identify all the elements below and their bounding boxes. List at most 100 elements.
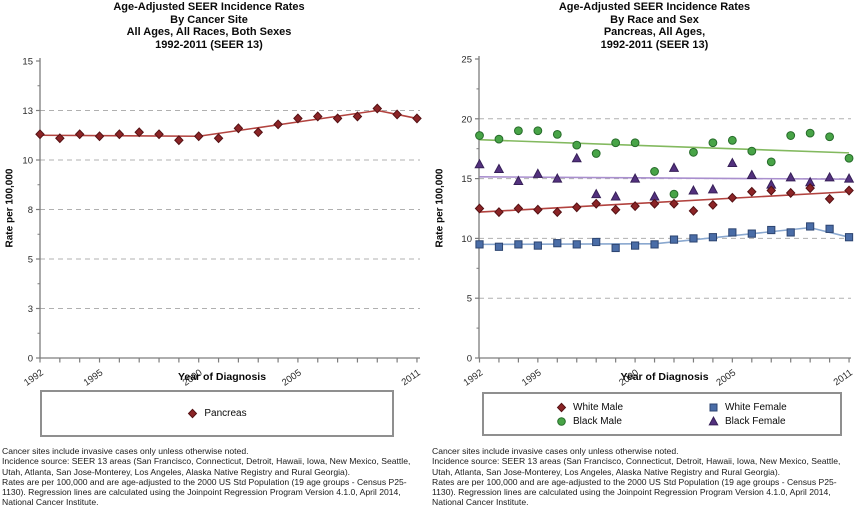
data-point-circle [514, 126, 523, 136]
y-tick-label: 25 [461, 55, 472, 66]
data-point-square [689, 234, 698, 243]
data-point-triangle [668, 162, 680, 172]
data-point-circle [572, 140, 582, 150]
data-point-diamond [556, 402, 567, 412]
data-point-diamond [392, 109, 402, 120]
data-point-diamond [785, 187, 796, 198]
chart-panel-race-sex: Age-Adjusted SEER Incidence Rates By Rac… [430, 0, 859, 511]
data-point-square [669, 235, 679, 244]
data-point-triangle [552, 173, 563, 183]
chart-title-line: By Cancer Site [170, 13, 248, 26]
circle-marker-icon [557, 416, 566, 426]
data-point-circle [650, 167, 659, 176]
data-point-diamond [649, 198, 660, 209]
data-point-diamond [273, 119, 283, 130]
data-point-triangle [843, 173, 855, 183]
data-point-circle [630, 138, 640, 148]
legend-item-black-female: Black Female [708, 416, 840, 427]
data-point-square [747, 229, 756, 238]
data-point-diamond [708, 199, 718, 210]
diamond-marker-icon [556, 402, 567, 412]
data-point-square [494, 242, 504, 251]
data-point-diamond [213, 133, 224, 144]
chart-title-line: Age-Adjusted SEER Incidence Rates [558, 1, 751, 13]
data-point-circle [805, 128, 815, 138]
data-point-triangle [629, 173, 641, 183]
data-point-diamond [474, 203, 485, 214]
data-point-diamond [727, 192, 738, 203]
data-point-triangle [493, 163, 505, 174]
data-point-square [553, 239, 562, 248]
square-marker-icon [709, 403, 718, 411]
legend-item-black-male: Black Male [556, 416, 708, 427]
x-axis-label: Year of Diagnosis [177, 371, 267, 383]
chart-title-line: 1992-2011 (SEER 13) [600, 38, 709, 51]
data-point-square [514, 240, 523, 249]
data-point-circle [669, 189, 679, 199]
data-point-diamond [55, 133, 65, 144]
chart-panel-cancer-site: Age-Adjusted SEER Incidence Rates By Can… [0, 1, 423, 508]
data-point-circle [494, 134, 504, 144]
data-point-diamond [824, 193, 835, 204]
data-point-square [611, 243, 620, 253]
data-point-triangle [746, 169, 757, 180]
data-point-triangle [571, 152, 582, 163]
data-point-diamond [513, 203, 524, 214]
legend-box: White Male White Female Black Male Black Fe… [482, 392, 842, 436]
triangle-marker-icon [708, 415, 719, 425]
legend-label: White Male [573, 401, 624, 413]
data-point-square [806, 222, 815, 231]
data-point-square [631, 241, 640, 250]
data-point-triangle [513, 175, 524, 185]
legend-box: Pancreas [40, 390, 394, 437]
data-point-square [767, 225, 776, 235]
data-point-diamond [610, 204, 621, 215]
legend-item-white-female: White Female [708, 402, 840, 413]
data-point-circle [708, 138, 718, 148]
data-point-square [592, 237, 601, 247]
data-point-square [728, 228, 737, 237]
data-point-square [475, 240, 484, 249]
data-point-circle [591, 149, 601, 158]
data-point-diamond [312, 111, 323, 122]
data-point-diamond [74, 129, 85, 140]
data-point-diamond [669, 198, 679, 209]
data-point-triangle [474, 158, 485, 169]
legend-item-white-male: White Male [556, 402, 708, 413]
data-point-diamond [35, 129, 45, 140]
data-point-square [533, 241, 542, 250]
data-point-diamond [571, 202, 582, 213]
data-point-square [709, 403, 718, 411]
data-point-circle [557, 416, 566, 426]
data-point-circle [552, 129, 562, 139]
data-point-circle [766, 157, 776, 167]
chart-title-line: Age-Adjusted SEER Incidence Rates [113, 1, 305, 13]
data-point-triangle [708, 415, 719, 425]
data-point-circle [825, 132, 835, 142]
data-point-circle [844, 153, 854, 163]
data-point-diamond [352, 111, 363, 122]
y-tick-label: 5 [467, 294, 472, 305]
data-point-diamond [552, 207, 563, 218]
data-point-diamond [533, 204, 543, 215]
data-point-diamond [233, 123, 244, 134]
data-point-diamond [253, 127, 264, 138]
y-tick-label: 8 [28, 205, 33, 216]
footnote: Cancer sites include invasive cases only… [2, 446, 411, 508]
data-point-circle [786, 131, 796, 140]
data-point-square [786, 228, 795, 237]
data-point-diamond [412, 113, 422, 124]
data-point-square [708, 233, 717, 242]
chart-title: Age-Adjusted SEER Incidence Rates By Can… [0, 1, 418, 51]
data-point-circle [475, 131, 484, 140]
data-point-square [650, 240, 659, 249]
chart-title-line: By Race and Sex [610, 13, 699, 26]
chart-title-line: 1992-2011 (SEER 13) [155, 38, 263, 51]
legend-label: Pancreas [204, 408, 247, 419]
chart-title-line: Pancreas, All Ages, [603, 26, 706, 39]
y-tick-label: 5 [28, 255, 33, 266]
y-tick-label: 10 [461, 234, 472, 245]
y-tick-label: 15 [22, 57, 33, 68]
